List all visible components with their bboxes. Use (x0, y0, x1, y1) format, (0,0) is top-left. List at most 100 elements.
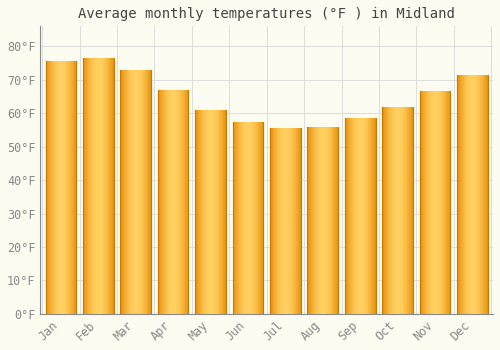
Bar (468, 75, 469, 314)
Bar (296, 128, 297, 314)
Bar (94, 58, 95, 314)
Bar (113, 58, 114, 314)
Bar (69, 61, 70, 314)
Bar (432, 91, 433, 314)
Bar (211, 110, 212, 314)
Bar (83, 58, 84, 314)
Bar (221, 110, 222, 314)
Bar (223, 110, 224, 314)
Bar (173, 90, 174, 314)
Bar (372, 118, 373, 314)
Bar (216, 110, 218, 314)
Bar (72, 61, 73, 314)
Bar (399, 106, 400, 314)
Bar (280, 128, 281, 314)
Bar (198, 110, 199, 314)
Bar (168, 90, 169, 314)
Bar (407, 106, 408, 314)
Bar (458, 75, 459, 314)
Bar (423, 91, 424, 314)
Bar (475, 75, 476, 314)
Bar (176, 90, 177, 314)
Bar (93, 58, 94, 314)
Bar (292, 128, 293, 314)
Bar (237, 121, 238, 314)
Bar (196, 110, 197, 314)
Bar (200, 110, 202, 314)
Bar (449, 91, 450, 314)
Bar (412, 106, 413, 314)
Bar (436, 91, 437, 314)
Bar (320, 127, 321, 314)
Bar (138, 70, 139, 314)
Bar (290, 128, 291, 314)
Bar (336, 127, 337, 314)
Bar (130, 70, 131, 314)
Bar (350, 118, 351, 314)
Bar (385, 106, 386, 314)
Bar (477, 75, 478, 314)
Bar (218, 110, 219, 314)
Bar (293, 128, 294, 314)
Bar (329, 127, 330, 314)
Bar (481, 75, 482, 314)
Bar (312, 127, 313, 314)
Bar (58, 61, 59, 314)
Bar (482, 75, 483, 314)
Bar (392, 106, 394, 314)
Bar (52, 61, 53, 314)
Bar (150, 70, 151, 314)
Bar (328, 127, 329, 314)
Bar (351, 118, 352, 314)
Bar (286, 128, 287, 314)
Bar (206, 110, 207, 314)
Bar (86, 58, 88, 314)
Bar (383, 106, 384, 314)
Bar (185, 90, 186, 314)
Bar (465, 75, 466, 314)
Bar (210, 110, 211, 314)
Bar (120, 70, 121, 314)
Bar (248, 121, 249, 314)
Bar (459, 75, 460, 314)
Bar (324, 127, 326, 314)
Bar (311, 127, 312, 314)
Bar (479, 75, 480, 314)
Bar (384, 106, 385, 314)
Bar (135, 70, 136, 314)
Bar (215, 110, 216, 314)
Bar (486, 75, 487, 314)
Bar (473, 75, 474, 314)
Bar (249, 121, 250, 314)
Bar (233, 121, 234, 314)
Bar (121, 70, 122, 314)
Bar (47, 61, 48, 314)
Bar (252, 121, 253, 314)
Bar (56, 61, 57, 314)
Bar (51, 61, 52, 314)
Bar (425, 91, 426, 314)
Bar (367, 118, 368, 314)
Bar (462, 75, 464, 314)
Bar (207, 110, 208, 314)
Bar (50, 61, 51, 314)
Bar (467, 75, 468, 314)
Bar (394, 106, 395, 314)
Bar (66, 61, 67, 314)
Bar (202, 110, 203, 314)
Bar (426, 91, 427, 314)
Bar (144, 70, 145, 314)
Bar (443, 91, 444, 314)
Bar (446, 91, 448, 314)
Bar (243, 121, 244, 314)
Bar (364, 118, 365, 314)
Bar (124, 70, 126, 314)
Bar (487, 75, 488, 314)
Bar (471, 75, 472, 314)
Bar (162, 90, 164, 314)
Bar (84, 58, 85, 314)
Bar (310, 127, 311, 314)
Bar (313, 127, 314, 314)
Bar (284, 128, 285, 314)
Bar (240, 121, 241, 314)
